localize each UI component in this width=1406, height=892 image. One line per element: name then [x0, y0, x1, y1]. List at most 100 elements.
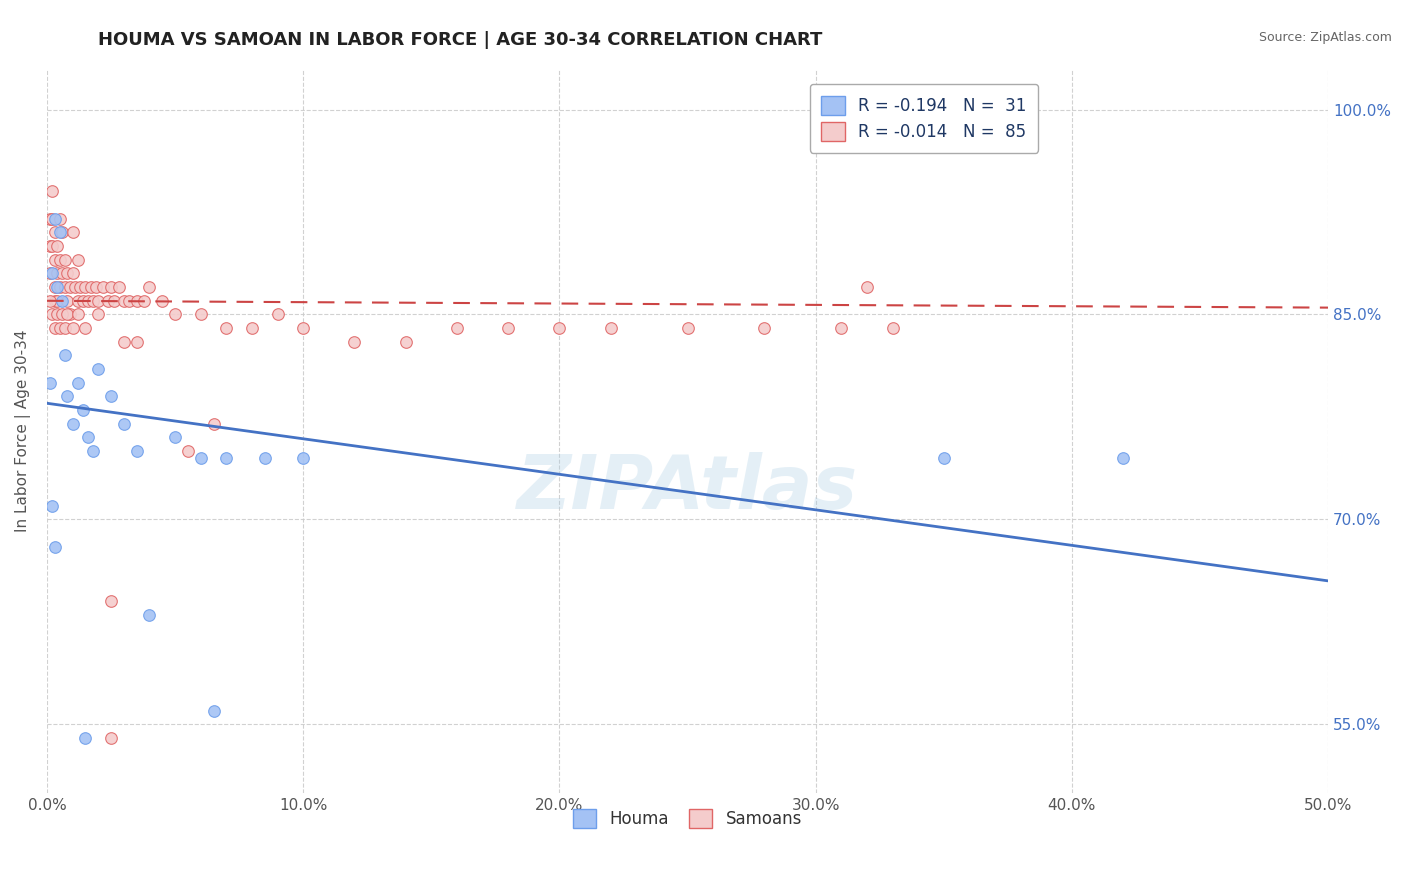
Point — [41, 308, 63, 322]
Point — [53, 348, 76, 362]
Point — [66, 376, 89, 390]
Point — [215, 321, 238, 335]
Point — [240, 321, 263, 335]
Point — [56, 267, 79, 281]
Point — [56, 293, 79, 308]
Point — [292, 321, 315, 335]
Point — [66, 252, 89, 267]
Point — [46, 267, 69, 281]
Point — [138, 280, 160, 294]
Point — [62, 417, 84, 431]
Point — [496, 321, 519, 335]
Point — [215, 450, 238, 465]
Point — [41, 239, 63, 253]
Point — [38, 293, 60, 308]
Point — [46, 280, 69, 294]
Point — [51, 267, 73, 281]
Point — [548, 321, 571, 335]
Point — [100, 731, 122, 745]
Point — [62, 321, 84, 335]
Point — [72, 403, 94, 417]
Point — [38, 376, 60, 390]
Point — [72, 293, 94, 308]
Point — [150, 293, 173, 308]
Point — [266, 308, 288, 322]
Point — [856, 280, 879, 294]
Point — [51, 293, 73, 308]
Text: ZIPAtlas: ZIPAtlas — [517, 452, 858, 525]
Point — [1112, 450, 1135, 465]
Point — [59, 280, 82, 294]
Point — [44, 321, 66, 335]
Point — [77, 430, 100, 444]
Point — [44, 226, 66, 240]
Point — [51, 308, 73, 322]
Point — [38, 267, 60, 281]
Point — [53, 280, 76, 294]
Point — [41, 499, 63, 513]
Point — [125, 444, 148, 458]
Point — [190, 450, 212, 465]
Point — [46, 293, 69, 308]
Point — [66, 308, 89, 322]
Point — [75, 280, 97, 294]
Point — [292, 450, 315, 465]
Point — [932, 450, 955, 465]
Point — [66, 293, 89, 308]
Point — [177, 444, 200, 458]
Point — [44, 540, 66, 554]
Point — [107, 280, 129, 294]
Point — [49, 226, 72, 240]
Point — [84, 280, 107, 294]
Point — [676, 321, 699, 335]
Point — [44, 293, 66, 308]
Point — [202, 417, 225, 431]
Text: HOUMA VS SAMOAN IN LABOR FORCE | AGE 30-34 CORRELATION CHART: HOUMA VS SAMOAN IN LABOR FORCE | AGE 30-… — [98, 31, 823, 49]
Point — [82, 444, 104, 458]
Point — [69, 280, 91, 294]
Point — [38, 239, 60, 253]
Point — [53, 321, 76, 335]
Point — [77, 293, 100, 308]
Point — [59, 308, 82, 322]
Point — [62, 267, 84, 281]
Point — [38, 211, 60, 226]
Point — [93, 280, 115, 294]
Point — [44, 280, 66, 294]
Point — [165, 308, 187, 322]
Point — [56, 308, 79, 322]
Text: Source: ZipAtlas.com: Source: ZipAtlas.com — [1258, 31, 1392, 45]
Point — [100, 820, 122, 834]
Point — [75, 321, 97, 335]
Point — [112, 334, 135, 349]
Point — [44, 211, 66, 226]
Point — [395, 334, 418, 349]
Point — [53, 252, 76, 267]
Point — [754, 321, 776, 335]
Point — [41, 185, 63, 199]
Point — [87, 799, 110, 814]
Point — [41, 267, 63, 281]
Point — [87, 308, 110, 322]
Point — [343, 334, 366, 349]
Point — [87, 293, 110, 308]
Point — [56, 389, 79, 403]
Point — [138, 608, 160, 623]
Point — [202, 704, 225, 718]
Point — [112, 293, 135, 308]
Point — [112, 417, 135, 431]
Point — [165, 430, 187, 444]
Point — [44, 252, 66, 267]
Point — [830, 321, 852, 335]
Point — [51, 226, 73, 240]
Point — [882, 321, 904, 335]
Point — [118, 293, 141, 308]
Point — [79, 280, 101, 294]
Point — [75, 731, 97, 745]
Point — [446, 321, 468, 335]
Point — [97, 293, 120, 308]
Point — [125, 293, 148, 308]
Point — [46, 308, 69, 322]
Point — [190, 308, 212, 322]
Point — [49, 321, 72, 335]
